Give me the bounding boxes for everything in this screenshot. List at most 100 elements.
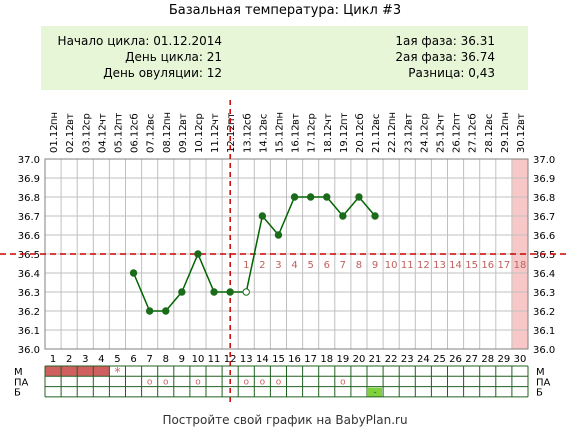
temperature-point xyxy=(145,307,154,315)
weekday-label: пт xyxy=(226,112,237,125)
intercourse-mark: o xyxy=(195,377,201,387)
phase2-day-label: 4 xyxy=(291,260,297,271)
y-tick-label-left: 36.4 xyxy=(18,269,40,280)
temperature-point xyxy=(162,307,170,315)
phase2-day-label: 2 xyxy=(259,260,265,271)
phase2-day-label: 5 xyxy=(307,260,313,271)
phase2-label: 2ая фаза: 36.74 xyxy=(395,50,495,64)
row-label-left: М xyxy=(14,367,23,378)
cycle-info-panel: Начало цикла: 01.12.2014 День цикла: 21 … xyxy=(41,26,528,90)
temperature-point xyxy=(306,193,315,201)
phase1-label: 1ая фаза: 36.31 xyxy=(395,34,495,48)
weekday-label: вс xyxy=(146,114,157,125)
date-label: 12.12 xyxy=(226,124,237,153)
phase2-day-label: 15 xyxy=(465,260,478,271)
intercourse-mark: o xyxy=(163,377,169,387)
y-tick-label-right: 36.2 xyxy=(533,307,555,318)
date-label: 28.12 xyxy=(484,124,495,153)
date-label: 22.12 xyxy=(387,124,398,153)
ovulation-day-label: День овуляции: 12 xyxy=(103,66,222,80)
weekday-label: вт xyxy=(291,113,302,125)
row-label-left: ПА xyxy=(14,377,29,388)
temperature-point xyxy=(226,288,234,296)
intercourse-mark: o xyxy=(276,377,282,387)
temperature-point xyxy=(129,269,138,277)
date-label: 03.12 xyxy=(81,124,92,153)
day-number: 20 xyxy=(353,354,366,365)
intercourse-mark: o xyxy=(260,377,266,387)
temperature-line xyxy=(132,195,376,312)
date-label: 15.12 xyxy=(274,124,285,153)
day-number: 9 xyxy=(179,354,185,365)
day-number: 1 xyxy=(50,354,56,365)
chart-title: Базальная температура: Цикл #3 xyxy=(168,3,402,18)
date-label: 06.12 xyxy=(130,124,141,153)
weekday-label: вт xyxy=(403,113,414,125)
temperature-point xyxy=(323,193,331,201)
weekday-label: вс xyxy=(484,114,495,125)
date-label: 07.12 xyxy=(146,124,157,153)
y-tick-label-right: 36.8 xyxy=(533,193,555,204)
y-tick-label-right: 36.7 xyxy=(533,212,555,223)
y-tick-label-right: 37.0 xyxy=(533,155,555,166)
day-number: 28 xyxy=(481,354,494,365)
weekday-label: пт xyxy=(339,112,350,125)
day-number: 25 xyxy=(433,354,446,365)
cycle-day-label: День цикла: 21 xyxy=(125,50,222,64)
date-label: 21.12 xyxy=(371,124,382,153)
y-tick-label-right: 36.4 xyxy=(533,269,555,280)
weekday-label: ср xyxy=(81,113,92,125)
day-number: 21 xyxy=(369,354,382,365)
y-tick-label-right: 36.1 xyxy=(533,326,555,337)
phase2-day-label: 6 xyxy=(324,260,330,271)
day-number: 27 xyxy=(465,354,478,365)
temperature-point xyxy=(371,212,379,220)
date-label: 24.12 xyxy=(419,124,430,153)
difference-label: Разница: 0,43 xyxy=(408,66,495,80)
footer-link[interactable]: Постройте свой график на BabyPlan.ru xyxy=(162,413,408,427)
menstruation-mark: * xyxy=(114,365,120,379)
day-number: 18 xyxy=(320,354,333,365)
weekday-label: ср xyxy=(419,113,430,125)
date-label: 20.12 xyxy=(355,124,366,153)
weekday-label: сб xyxy=(242,113,253,125)
date-label: 30.12 xyxy=(516,124,527,153)
weekday-label: пн xyxy=(162,112,173,125)
phase2-day-label: 16 xyxy=(481,260,494,271)
day-number: 30 xyxy=(514,354,527,365)
test-cell xyxy=(368,387,383,397)
day-number: 22 xyxy=(385,354,398,365)
row-label-right: М xyxy=(536,367,545,378)
weekday-label: пт xyxy=(113,112,124,125)
intercourse-mark: o xyxy=(147,377,153,387)
day-number: 14 xyxy=(256,354,269,365)
day-number: 26 xyxy=(449,354,462,365)
y-tick-label-left: 36.9 xyxy=(18,174,40,185)
date-label: 18.12 xyxy=(323,124,334,153)
phase2-day-label: 17 xyxy=(497,260,510,271)
weekday-label: пн xyxy=(274,112,285,125)
temperature-point xyxy=(210,288,218,296)
day-number: 10 xyxy=(192,354,205,365)
weekday-label: вс xyxy=(371,114,382,125)
day-number: 19 xyxy=(336,354,349,365)
date-label: 14.12 xyxy=(258,124,269,153)
phase2-day-label: 14 xyxy=(449,260,462,271)
date-label: 11.12 xyxy=(210,124,221,153)
y-tick-label-left: 36.5 xyxy=(18,250,40,261)
temperature-point xyxy=(242,288,250,296)
day-number: 11 xyxy=(208,354,221,365)
weekday-label: вт xyxy=(516,113,527,125)
weekday-label: пн xyxy=(500,112,511,125)
row-label-right: ПА xyxy=(536,377,551,388)
intercourse-mark: o xyxy=(340,377,346,387)
menstruation-cell xyxy=(61,366,78,377)
date-label: 23.12 xyxy=(403,124,414,153)
weekday-label: чт xyxy=(97,113,108,125)
date-label: 02.12 xyxy=(65,124,76,153)
y-tick-label-right: 36.5 xyxy=(533,250,555,261)
date-label: 08.12 xyxy=(162,124,173,153)
day-number: 12 xyxy=(224,354,237,365)
weekday-label: ср xyxy=(307,113,318,125)
day-number: 24 xyxy=(417,354,430,365)
